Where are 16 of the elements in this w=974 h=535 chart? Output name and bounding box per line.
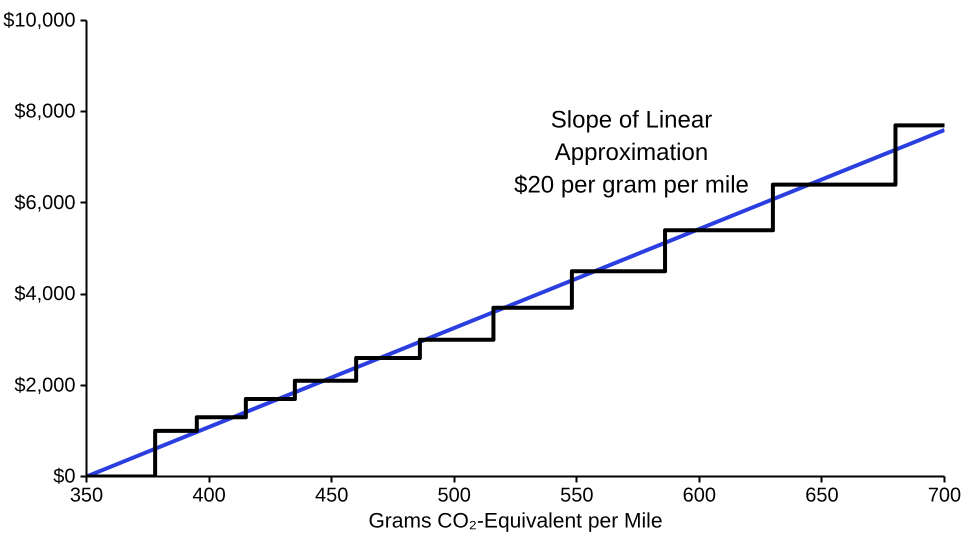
x-tick-label: 650: [805, 484, 839, 506]
x-tick-label: 700: [928, 484, 962, 506]
x-tick-label: 450: [314, 484, 348, 506]
x-tick-label: 400: [192, 484, 226, 506]
annotation: Slope of Linear Approximation $20 per gram per mile: [514, 106, 749, 198]
y-tick-label: $8,000: [14, 100, 76, 123]
y-tick-label: $4,000: [14, 283, 76, 306]
x-tick-label: 350: [70, 484, 104, 506]
y-tick-label: $2,000: [14, 374, 76, 396]
x-axis-title: Grams CO₂-Equivalent per Mile: [368, 510, 663, 532]
x-tick-label: 550: [560, 484, 594, 506]
y-tick-label: $10,000: [3, 10, 76, 32]
y-tick-label: $0: [53, 466, 76, 488]
x-tick-label: 600: [682, 484, 716, 506]
y-tick-label: $6,000: [14, 192, 76, 214]
x-tick-label: 500: [438, 484, 471, 506]
